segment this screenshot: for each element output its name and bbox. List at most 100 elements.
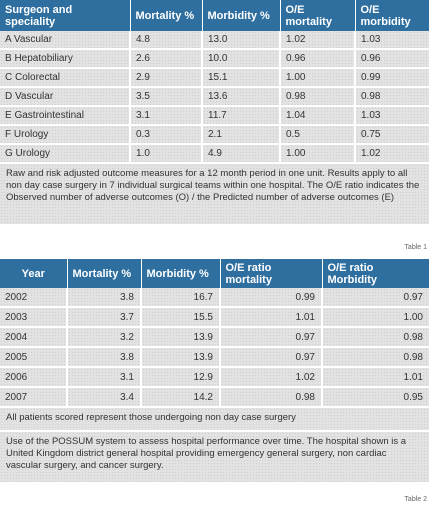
- table-cell: 13.0: [202, 31, 281, 50]
- table-cell: 2006: [0, 367, 68, 388]
- table-cell: A Vascular: [0, 31, 131, 50]
- column-header: Mortality %: [130, 0, 203, 31]
- table-row: 2004 3.2 13.9 0.97 0.98: [0, 327, 429, 348]
- table-cell: 13.6: [202, 87, 281, 107]
- column-header: O/E mortality: [280, 0, 356, 31]
- table-cell: 16.7: [141, 288, 221, 308]
- table-cell: 0.98: [322, 327, 429, 348]
- table-header-row: Surgeon and speciality Mortality % Morbi…: [0, 0, 429, 31]
- table-row: 2003 3.7 15.5 1.01 1.00: [0, 307, 429, 328]
- table-cell: 0.99: [220, 288, 323, 308]
- outcomes-by-surgeon-table: Surgeon and speciality Mortality % Morbi…: [0, 0, 429, 226]
- column-header: O/E morbidity: [355, 0, 429, 31]
- table-cell: E Gastrointestinal: [0, 106, 131, 126]
- table-row: D Vascular 3.5 13.6 0.98 0.98: [0, 87, 429, 107]
- table-row: G Urology 1.0 4.9 1.00 1.02: [0, 144, 429, 164]
- table-caption: Table 1: [404, 244, 427, 251]
- table-cell: 0.96: [355, 49, 429, 69]
- table-note: Raw and risk adjusted outcome measures f…: [0, 163, 429, 226]
- table-cell: 0.75: [355, 125, 429, 145]
- note-row: Use of the POSSUM system to assess hospi…: [0, 431, 429, 484]
- table-caption: Table 2: [404, 496, 427, 503]
- table-row: E Gastrointestinal 3.1 11.7 1.04 1.03: [0, 106, 429, 126]
- table-cell: 0.98: [355, 87, 429, 107]
- table-cell: B Hepatobiliary: [0, 49, 131, 69]
- table-cell: 1.0: [130, 144, 203, 164]
- table-cell: 1.01: [220, 307, 323, 328]
- table-cell: 15.5: [141, 307, 221, 328]
- table-cell: 12.9: [141, 367, 221, 388]
- column-header: Surgeon and speciality: [0, 0, 131, 31]
- table-cell: 10.0: [202, 49, 281, 69]
- table-cell: 1.03: [355, 106, 429, 126]
- table-cell: 1.00: [280, 68, 356, 88]
- table-cell: 1.00: [322, 307, 429, 328]
- table-note: Use of the POSSUM system to assess hospi…: [0, 431, 429, 484]
- table-cell: 0.96: [280, 49, 356, 69]
- table-row: 2006 3.1 12.9 1.02 1.01: [0, 367, 429, 388]
- table-cell: 0.5: [280, 125, 356, 145]
- table-cell: 3.7: [67, 307, 142, 328]
- note-row: Raw and risk adjusted outcome measures f…: [0, 163, 429, 226]
- table-cell: 3.1: [67, 367, 142, 388]
- table-cell: 4.8: [130, 31, 203, 50]
- table-note: All patients scored represent those unde…: [0, 407, 429, 432]
- table-cell: 0.3: [130, 125, 203, 145]
- table-cell: 0.98: [322, 347, 429, 368]
- table-cell: 13.9: [141, 327, 221, 348]
- table-cell: 2005: [0, 347, 68, 368]
- table-cell: 1.01: [322, 367, 429, 388]
- table-row: C Colorectal 2.9 15.1 1.00 0.99: [0, 68, 429, 88]
- column-header: Morbidity %: [141, 259, 221, 288]
- table-cell: 1.00: [280, 144, 356, 164]
- table-cell: 0.97: [322, 288, 429, 308]
- table-cell: 0.97: [220, 327, 323, 348]
- table-cell: 3.2: [67, 327, 142, 348]
- table-cell: 2.9: [130, 68, 203, 88]
- table-cell: 1.02: [355, 144, 429, 164]
- table-cell: 3.5: [130, 87, 203, 107]
- table-cell: 0.99: [355, 68, 429, 88]
- table-cell: 1.04: [280, 106, 356, 126]
- table-row: 2005 3.8 13.9 0.97 0.98: [0, 347, 429, 368]
- table-row: A Vascular 4.8 13.0 1.02 1.03: [0, 31, 429, 50]
- table-cell: 3.1: [130, 106, 203, 126]
- column-header: Mortality %: [67, 259, 142, 288]
- table-cell: 13.9: [141, 347, 221, 368]
- table-cell: 2.1: [202, 125, 281, 145]
- table-cell: 15.1: [202, 68, 281, 88]
- table-cell: 2.6: [130, 49, 203, 69]
- hospital-performance-over-time-table: Year Mortality % Morbidity % O/E ratio m…: [0, 259, 429, 484]
- table-cell: 11.7: [202, 106, 281, 126]
- table-row: B Hepatobiliary 2.6 10.0 0.96 0.96: [0, 49, 429, 69]
- table-cell: 1.03: [355, 31, 429, 50]
- table-row: 2002 3.8 16.7 0.99 0.97: [0, 288, 429, 308]
- table-cell: 0.97: [220, 347, 323, 368]
- table-cell: 3.4: [67, 387, 142, 408]
- table-cell: 2007: [0, 387, 68, 408]
- table-cell: 1.02: [280, 31, 356, 50]
- table-cell: 2004: [0, 327, 68, 348]
- table-cell: D Vascular: [0, 87, 131, 107]
- table-cell: 3.8: [67, 288, 142, 308]
- table-cell: 0.95: [322, 387, 429, 408]
- table-cell: F Urology: [0, 125, 131, 145]
- table-cell: C Colorectal: [0, 68, 131, 88]
- table-cell: 1.02: [220, 367, 323, 388]
- table-cell: 0.98: [220, 387, 323, 408]
- column-header: O/E ratio Morbidity: [322, 259, 429, 288]
- table-cell: 0.98: [280, 87, 356, 107]
- table-cell: 14.2: [141, 387, 221, 408]
- table-cell: 4.9: [202, 144, 281, 164]
- table-cell: 2003: [0, 307, 68, 328]
- table-cell: G Urology: [0, 144, 131, 164]
- table-header-row: Year Mortality % Morbidity % O/E ratio m…: [0, 259, 429, 288]
- table-cell: 2002: [0, 288, 68, 308]
- table-row: 2007 3.4 14.2 0.98 0.95: [0, 387, 429, 408]
- table-row: F Urology 0.3 2.1 0.5 0.75: [0, 125, 429, 145]
- column-header: Year: [0, 259, 68, 288]
- note-row: All patients scored represent those unde…: [0, 407, 429, 432]
- column-header: Morbidity %: [202, 0, 281, 31]
- column-header: O/E ratio mortality: [220, 259, 323, 288]
- table-cell: 3.8: [67, 347, 142, 368]
